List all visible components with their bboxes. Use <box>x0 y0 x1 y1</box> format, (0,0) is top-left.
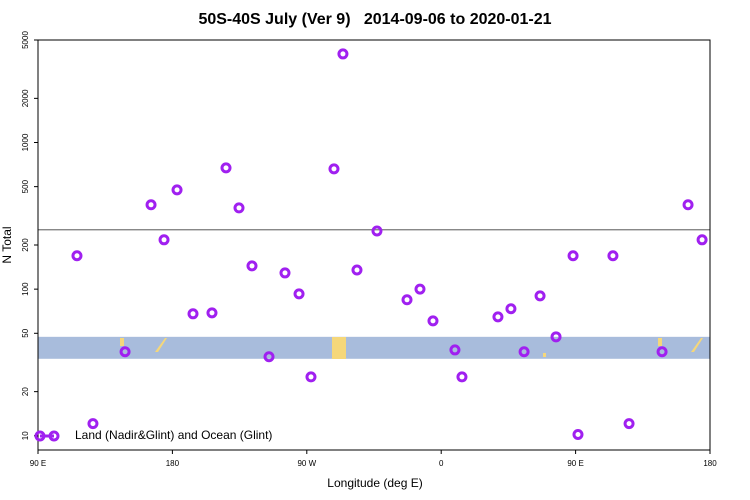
point <box>401 294 413 306</box>
y-tick-label: 1000 <box>21 133 30 151</box>
point <box>158 234 170 246</box>
chart-title: 50S-40S July (Ver 9) 2014-09-06 to 2020-… <box>198 11 551 28</box>
y-tick-label: 500 <box>21 179 30 193</box>
point <box>371 225 383 237</box>
plot-frame <box>37 39 711 451</box>
band <box>38 336 710 359</box>
point <box>279 267 291 279</box>
point <box>233 202 245 214</box>
land-patches <box>120 337 703 359</box>
point <box>351 264 363 276</box>
point <box>206 307 218 319</box>
x-axis-label: Longitude (deg E) <box>327 476 422 490</box>
point <box>518 346 530 358</box>
point <box>682 199 694 211</box>
point <box>171 184 183 196</box>
point <box>656 346 668 358</box>
point <box>505 303 517 315</box>
point <box>696 234 708 246</box>
y-axis-label: N Total <box>0 226 14 263</box>
x-tick-label: 180 <box>703 459 717 468</box>
legend-marker <box>34 430 46 442</box>
point <box>550 331 562 343</box>
point <box>263 351 275 363</box>
y-tick-label: 5000 <box>21 31 30 49</box>
y-tick-label: 200 <box>21 238 30 252</box>
point <box>220 162 232 174</box>
point <box>572 429 584 441</box>
point <box>623 418 635 430</box>
y-tick-label: 50 <box>21 328 30 337</box>
y-tick-label: 100 <box>21 282 30 296</box>
point <box>492 311 504 323</box>
point <box>456 371 468 383</box>
x-tick-label: 90 E <box>30 459 46 468</box>
y-tick-label: 20 <box>21 387 30 396</box>
legend-text: Land (Nadir&Glint) and Ocean (Glint) <box>75 428 272 442</box>
legend-marker <box>48 430 60 442</box>
x-tick-label: 90 W <box>297 459 316 468</box>
point <box>607 250 619 262</box>
point <box>293 288 305 300</box>
point <box>449 344 461 356</box>
point <box>328 163 340 175</box>
point <box>246 260 258 272</box>
x-tick-label: 180 <box>166 459 180 468</box>
point <box>87 418 99 430</box>
point <box>71 250 83 262</box>
x-tick-label: 90 E <box>567 459 583 468</box>
point <box>145 199 157 211</box>
point <box>534 290 546 302</box>
point <box>567 250 579 262</box>
point <box>414 283 426 295</box>
point <box>337 48 349 60</box>
point <box>305 371 317 383</box>
point <box>427 315 439 327</box>
point <box>119 346 131 358</box>
x-tick-label: 0 <box>439 459 444 468</box>
point <box>187 308 199 320</box>
y-tick-label: 2000 <box>21 89 30 107</box>
y-tick-label: 10 <box>21 431 30 440</box>
